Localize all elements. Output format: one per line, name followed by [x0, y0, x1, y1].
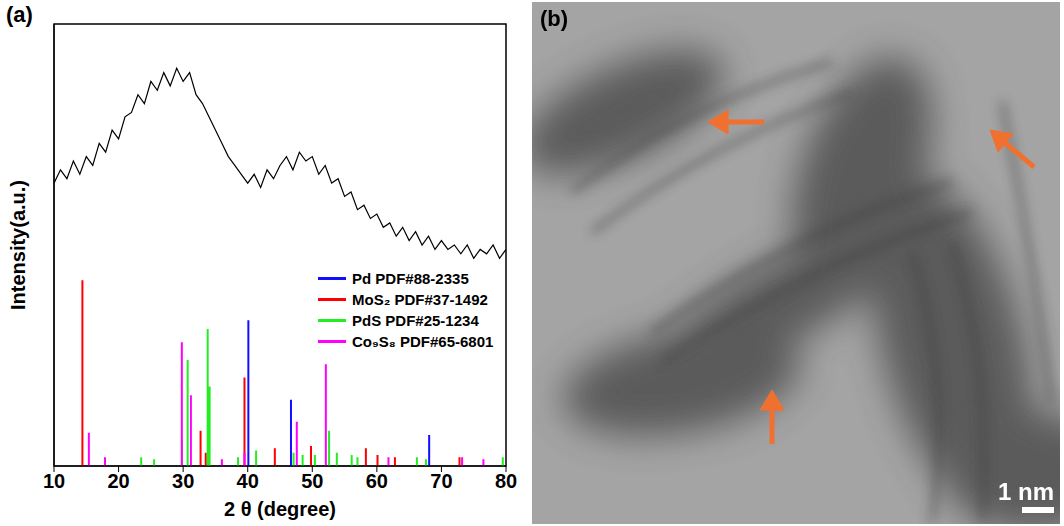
html-text:(a): (a): [6, 2, 33, 27]
svg-text:70: 70: [430, 470, 452, 492]
svg-text:60: 60: [366, 470, 388, 492]
svg-text:50: 50: [301, 470, 323, 492]
svg-text:2 θ (degree): 2 θ (degree): [224, 498, 336, 520]
html-text:Pd PDF#88-2335: Pd PDF#88-2335: [352, 270, 469, 287]
html-text:MoS₂ PDF#37-1492: MoS₂ PDF#37-1492: [352, 291, 488, 308]
svg-text:20: 20: [107, 470, 129, 492]
html-text:1 nm: 1 nm: [998, 478, 1054, 505]
html-text:Co₉S₈ PDF#65-6801: Co₉S₈ PDF#65-6801: [352, 333, 494, 350]
html-text:PdS PDF#25-1234: PdS PDF#25-1234: [352, 312, 479, 329]
svg-text:40: 40: [237, 470, 259, 492]
svg-text:80: 80: [495, 470, 517, 492]
html-text:(b): (b): [540, 6, 569, 31]
svg-text:Intensity(a.u.): Intensity(a.u.): [7, 180, 29, 310]
svg-text:30: 30: [172, 470, 194, 492]
svg-text:10: 10: [43, 470, 65, 492]
